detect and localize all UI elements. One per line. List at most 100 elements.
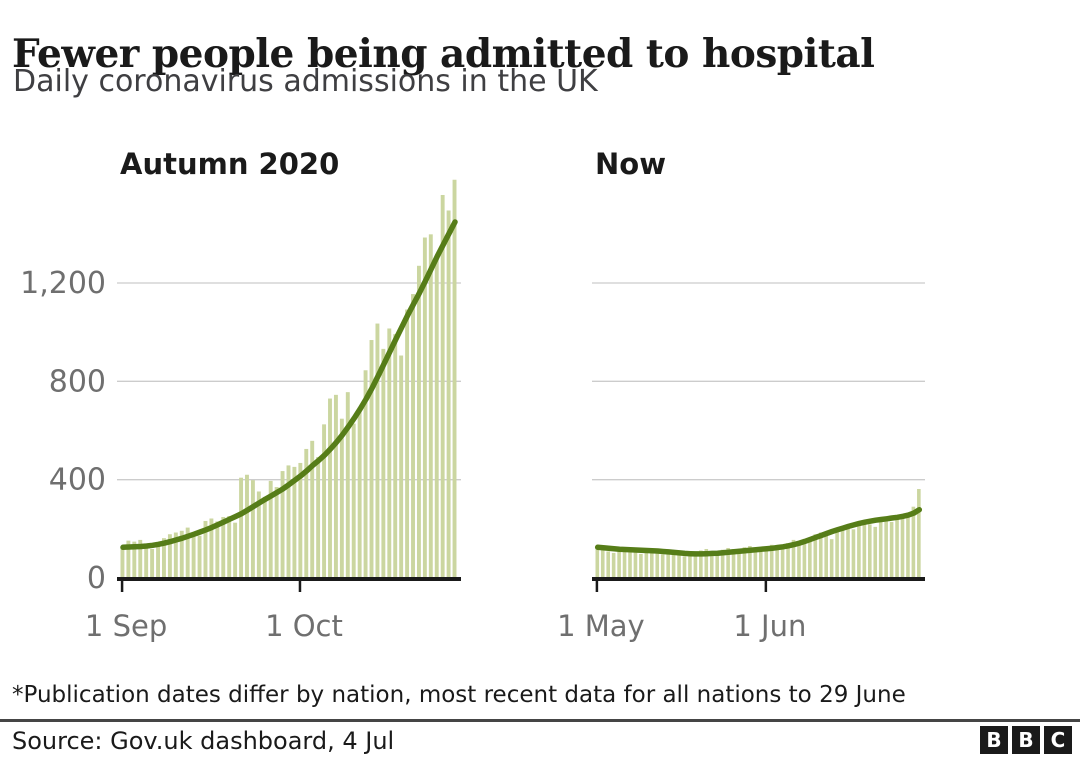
page-subtitle: Daily coronavirus admissions in the UK [13, 64, 598, 99]
daily-admissions-bar [215, 521, 220, 578]
daily-admissions-bar [666, 551, 670, 578]
daily-admissions-bar [185, 527, 190, 578]
daily-admissions-bar [873, 526, 878, 578]
daily-admissions-bar [162, 538, 166, 578]
daily-admissions-bar [818, 532, 823, 578]
daily-admissions-bar [280, 471, 285, 578]
daily-admissions-bar [748, 546, 752, 578]
daily-admissions-bar [606, 551, 610, 578]
daily-admissions-bar [737, 550, 741, 578]
x-tick-label: 1 May [557, 609, 645, 643]
daily-admissions-bar [179, 530, 184, 578]
daily-admissions-bar [304, 448, 309, 578]
daily-admissions-bar [851, 529, 856, 578]
daily-admissions-bar [167, 534, 172, 578]
daily-admissions-bar [144, 546, 149, 578]
daily-admissions-bar [422, 237, 427, 578]
daily-admissions-bar [650, 549, 654, 578]
daily-admissions-bar [808, 537, 812, 578]
daily-admissions-bar [345, 392, 350, 578]
daily-admissions-bar [434, 257, 439, 578]
daily-admissions-bar [416, 265, 421, 578]
daily-admissions-bar [256, 491, 261, 578]
daily-admissions-bar [239, 477, 244, 578]
daily-admissions-bar [786, 543, 790, 578]
daily-admissions-bar [628, 549, 632, 578]
page-title: Fewer people being admitted to hospital [12, 31, 875, 78]
daily-admissions-bar [775, 547, 779, 578]
daily-admissions-bar [731, 548, 736, 578]
daily-admissions-bar [846, 525, 850, 578]
footnote: *Publication dates differ by nation, mos… [12, 682, 906, 708]
seven-day-average-line [594, 506, 923, 557]
daily-admissions-bar [191, 536, 196, 578]
daily-admissions-bar [428, 234, 433, 578]
daily-admissions-bar [857, 522, 861, 578]
daily-admissions-bar [829, 539, 834, 578]
daily-admissions-bar [769, 544, 774, 578]
daily-admissions-bar [150, 548, 155, 578]
daily-admissions-bar [660, 554, 665, 578]
daily-admissions-bar [209, 518, 214, 578]
daily-admissions-bar [900, 517, 905, 578]
daily-admissions-bar [333, 394, 338, 578]
divider [0, 719, 1080, 722]
daily-admissions-bar [316, 457, 321, 578]
daily-admissions-bar [227, 516, 232, 578]
y-tick-label: 1,200 [20, 266, 106, 301]
daily-admissions-bar [884, 517, 888, 578]
daily-admissions-bar [911, 506, 916, 578]
daily-admissions-bar [671, 550, 676, 578]
daily-admissions-bar [357, 408, 362, 579]
daily-admissions-bar [720, 549, 725, 578]
daily-admissions-bar [824, 535, 828, 578]
daily-admissions-bar [405, 309, 410, 578]
daily-admissions-bar [452, 179, 457, 578]
daily-admissions-bar [895, 516, 899, 578]
daily-admissions-bar [262, 496, 267, 579]
daily-admissions-bar [688, 555, 692, 578]
daily-admissions-bar [639, 553, 643, 578]
daily-admissions-bar [363, 370, 368, 578]
daily-admissions-bar [120, 546, 125, 578]
bbc-logo: B B C [980, 726, 1072, 754]
daily-admissions-bar [387, 328, 392, 578]
daily-admissions-bar [726, 548, 730, 578]
daily-admissions-bar [156, 546, 160, 578]
daily-admissions-bar [709, 552, 714, 578]
daily-admissions-bar [753, 548, 758, 578]
daily-admissions-bar [292, 466, 297, 578]
daily-admissions-bar [173, 532, 178, 578]
daily-admissions-bar [682, 556, 687, 578]
daily-admissions-bar [917, 489, 921, 578]
x-tick-label: 1 Sep [85, 609, 167, 643]
x-tick-label: 1 Oct [265, 609, 343, 643]
daily-admissions-bar [203, 520, 208, 578]
daily-admissions-bar [862, 520, 867, 578]
daily-admissions-bar [339, 418, 344, 578]
daily-admissions-bar [715, 554, 719, 578]
daily-admissions-bar [759, 549, 763, 578]
daily-admissions-bar [132, 541, 137, 578]
daily-admissions-bar [351, 423, 356, 578]
daily-admissions-bar [328, 398, 332, 578]
daily-admissions-bar [889, 521, 894, 578]
daily-admissions-bar [245, 474, 249, 578]
daily-admissions-bar [835, 531, 839, 578]
daily-admissions-bar [446, 210, 451, 579]
daily-admissions-bar [622, 548, 627, 578]
x-axis [592, 577, 925, 581]
daily-admissions-bar [655, 552, 660, 578]
daily-admissions-bar [274, 487, 279, 578]
daily-admissions-bar [797, 541, 801, 578]
daily-admissions-bar [399, 355, 404, 578]
daily-admissions-bar [791, 539, 796, 578]
daily-admissions-bar [250, 480, 255, 578]
daily-admissions-bar [780, 548, 785, 578]
x-tick-label: 1 Jun [733, 609, 806, 643]
daily-admissions-bar [369, 340, 374, 578]
daily-admissions-bar [644, 550, 649, 578]
daily-admissions-bar [126, 540, 131, 578]
